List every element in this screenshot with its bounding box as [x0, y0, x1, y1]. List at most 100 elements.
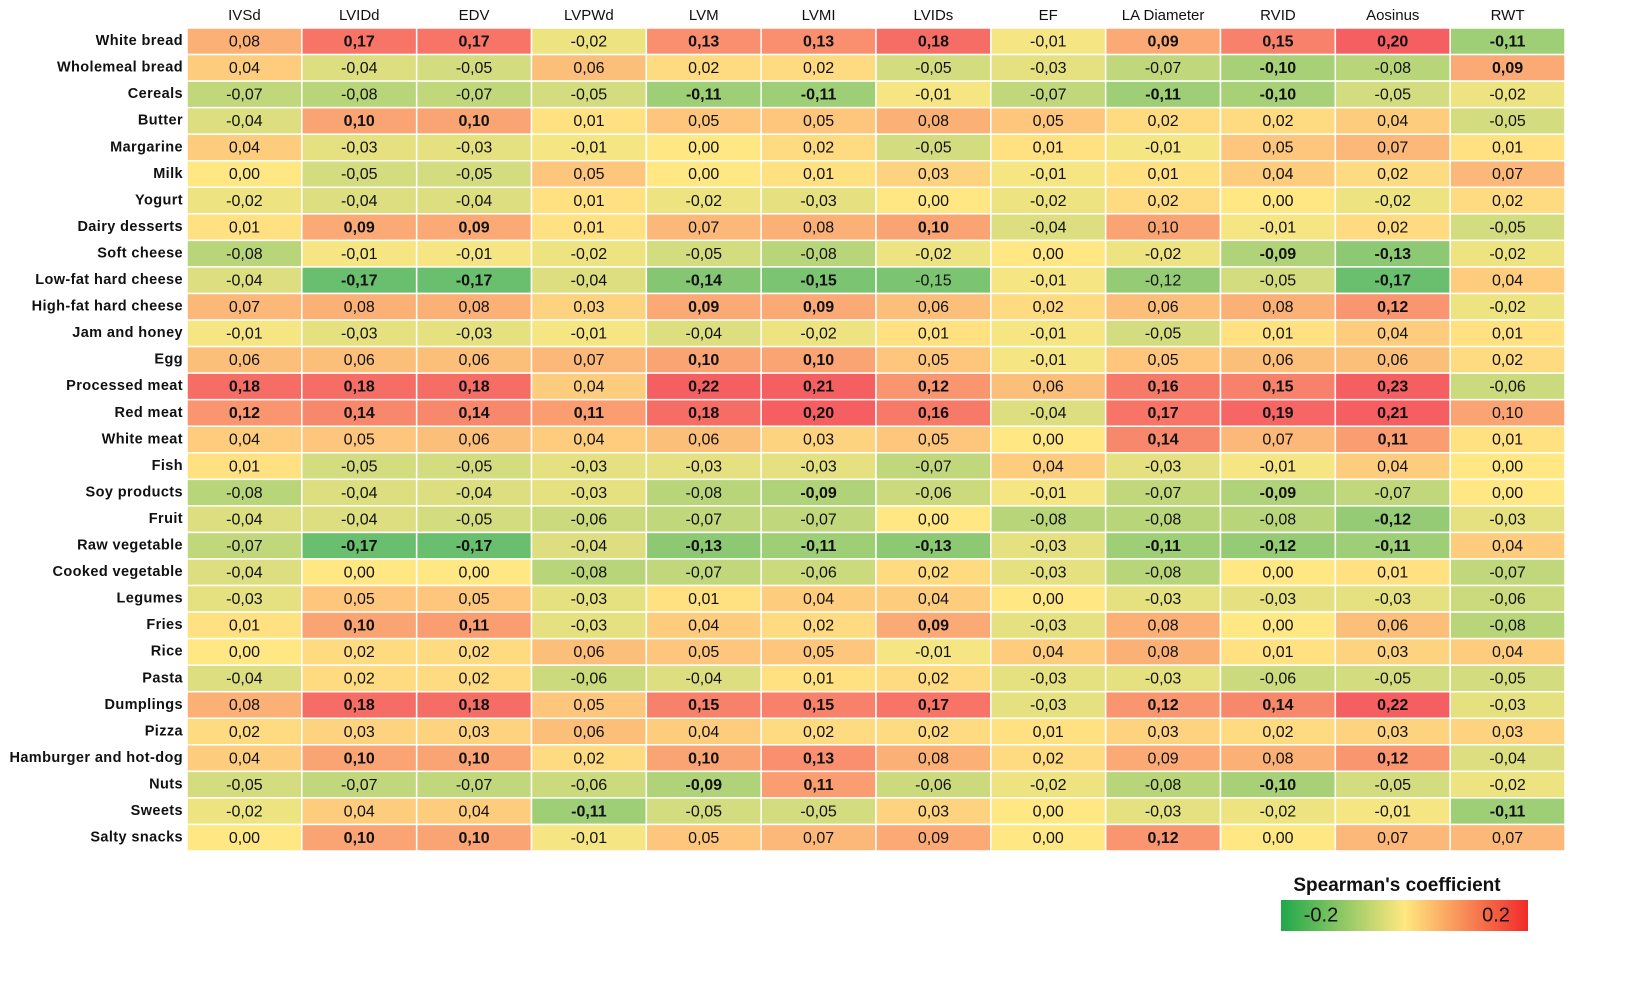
- heatmap-cell: [645, 452, 762, 481]
- cell-value: 0,10: [459, 830, 490, 847]
- heatmap-cell: [1449, 558, 1566, 587]
- heatmap-cell: [1334, 345, 1451, 374]
- cell-value: -0,08: [341, 87, 378, 104]
- cell-value: 0,05: [573, 697, 604, 714]
- cell-value: 0,00: [688, 166, 719, 183]
- cell-value: 0,18: [459, 379, 490, 396]
- cell-value: -0,11: [801, 538, 837, 555]
- cell-value: 0,01: [573, 113, 604, 130]
- heatmap-cell: [1334, 425, 1451, 454]
- cell-value: -0,11: [571, 803, 607, 820]
- cell-value: -0,03: [1030, 564, 1067, 581]
- cell-value: 0,11: [1378, 432, 1408, 449]
- cell-value: -0,05: [571, 87, 608, 104]
- cell-value: -0,17: [456, 538, 493, 555]
- cell-value: 0,01: [1148, 166, 1179, 183]
- cell-value: -0,02: [1489, 777, 1526, 794]
- cell-value: 0,10: [688, 352, 719, 369]
- cell-value: 0,00: [1492, 458, 1523, 475]
- cell-value: -0,03: [800, 193, 837, 210]
- row-label: Dairy desserts: [77, 219, 183, 235]
- heatmap-cell: [186, 27, 303, 56]
- cell-value: -0,06: [571, 777, 608, 794]
- cell-value: -0,01: [571, 830, 608, 847]
- heatmap-cell: [1449, 266, 1566, 295]
- row-label: Milk: [153, 166, 183, 182]
- heatmap-cell: [1219, 452, 1337, 481]
- cell-value: 0,10: [688, 750, 719, 767]
- heatmap-cell: [1449, 478, 1566, 507]
- heatmap-cell: [875, 159, 992, 189]
- heatmap-cell: [1104, 186, 1222, 215]
- heatmap-cell: [760, 186, 877, 215]
- cell-value: -0,05: [1375, 671, 1412, 688]
- cell-value: -0,03: [1030, 538, 1067, 555]
- cell-value: -0,04: [1030, 219, 1067, 236]
- cell-value: -0,07: [456, 777, 493, 794]
- row-label: Hamburger and hot-dog: [9, 750, 183, 766]
- cell-value: 0,11: [459, 618, 489, 635]
- heatmap-cell: [1449, 27, 1566, 56]
- cell-value: 0,00: [1262, 618, 1293, 635]
- cell-value: 0,10: [344, 750, 375, 767]
- heatmap-cell: [760, 637, 877, 666]
- cell-value: 0,04: [1492, 538, 1523, 555]
- cell-value: 0,03: [573, 299, 604, 316]
- cell-value: -0,03: [1030, 618, 1067, 635]
- cell-value: 0,02: [918, 564, 949, 581]
- cell-value: -0,10: [1260, 777, 1297, 794]
- heatmap-cell: [760, 797, 877, 826]
- cell-value: -0,02: [1489, 87, 1526, 104]
- cell-value: -0,02: [226, 193, 263, 210]
- cell-value: 0,05: [344, 432, 375, 449]
- heatmap-cell: [760, 292, 877, 321]
- heatmap-cell: [645, 80, 762, 109]
- heatmap-cell: [1334, 770, 1451, 799]
- cell-value: -0,03: [456, 140, 493, 157]
- cell-value: -0,11: [801, 87, 837, 104]
- cell-value: 0,21: [1377, 405, 1408, 422]
- cell-value: 0,02: [459, 644, 490, 661]
- heatmap-cell: [1334, 823, 1451, 852]
- cell-value: 0,22: [1377, 697, 1408, 714]
- cell-value: -0,04: [226, 511, 263, 528]
- heatmap-cell: [1449, 159, 1566, 189]
- cell-value: -0,03: [456, 326, 493, 343]
- heatmap-cell: [875, 478, 992, 507]
- cell-value: -0,08: [1375, 60, 1412, 77]
- cell-value: 0,01: [229, 618, 260, 635]
- cell-value: -0,05: [1260, 272, 1297, 289]
- cell-value: -0,05: [1145, 326, 1182, 343]
- cell-value: -0,05: [1489, 219, 1526, 236]
- heatmap-cell: [186, 452, 303, 481]
- heatmap-cell: [1334, 53, 1451, 82]
- cell-value: -0,03: [571, 485, 608, 502]
- cell-value: -0,04: [1489, 750, 1526, 767]
- cell-value: 0,01: [229, 219, 260, 236]
- heatmap-cell: [990, 292, 1107, 321]
- cell-value: 0,05: [688, 644, 719, 661]
- heatmap-cell: [186, 425, 303, 454]
- cell-value: 0,07: [229, 299, 260, 316]
- cell-value: -0,07: [226, 538, 263, 555]
- heatmap-cell: [1104, 637, 1222, 666]
- cell-value: -0,11: [1145, 538, 1181, 555]
- heatmap-cell: [645, 584, 762, 613]
- cell-value: 0,05: [1033, 113, 1064, 130]
- cell-value: -0,03: [571, 458, 608, 475]
- cell-value: 0,04: [573, 379, 604, 396]
- cell-value: -0,13: [686, 538, 723, 555]
- cell-value: 0,17: [1148, 405, 1179, 422]
- cell-value: 0,02: [803, 618, 834, 635]
- heatmap-cell: [760, 159, 877, 189]
- heatmap-cell: [301, 319, 418, 348]
- row-label: Soft cheese: [97, 245, 183, 261]
- row-label: Raw vegetable: [77, 538, 183, 554]
- heatmap-cell: [1104, 558, 1222, 587]
- cell-value: -0,01: [456, 246, 493, 263]
- heatmap-cell: [1219, 664, 1337, 693]
- row-label: Pasta: [142, 670, 183, 686]
- heatmap-cell: [301, 292, 418, 321]
- cell-value: -0,01: [915, 87, 952, 104]
- cell-value: -0,01: [1145, 140, 1182, 157]
